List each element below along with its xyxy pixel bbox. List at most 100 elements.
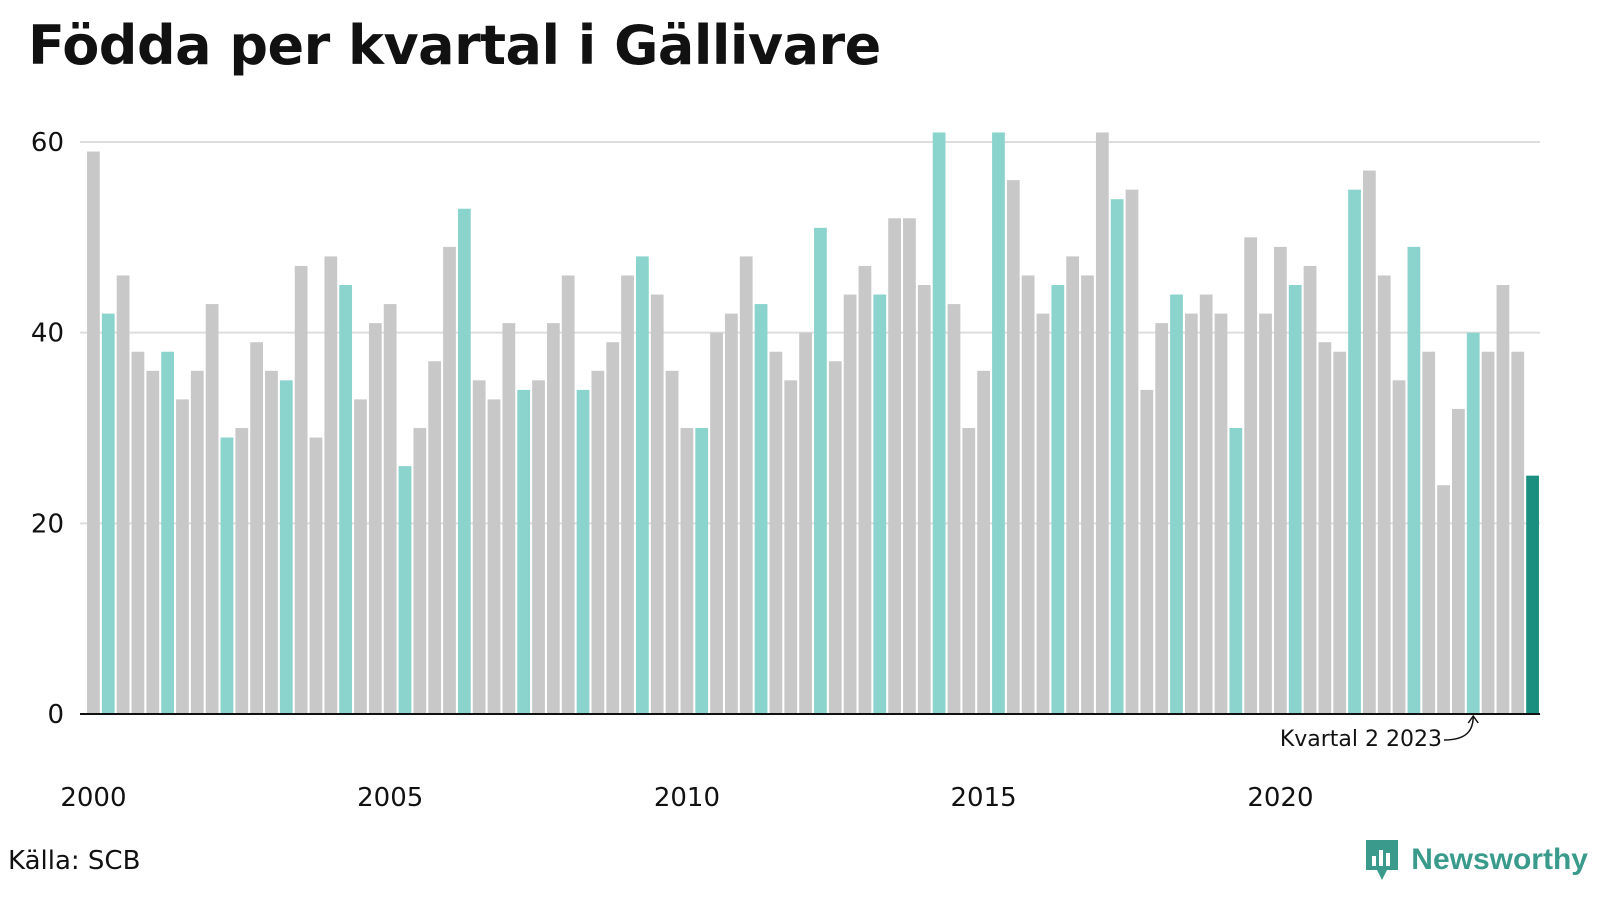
bar bbox=[1095, 132, 1109, 715]
bar bbox=[1407, 246, 1421, 714]
bar bbox=[487, 399, 501, 714]
y-tick-label: 20 bbox=[31, 509, 64, 539]
bar bbox=[1081, 275, 1094, 714]
bar bbox=[220, 437, 234, 714]
bar bbox=[1273, 246, 1287, 714]
bar bbox=[205, 304, 219, 714]
bar bbox=[1318, 342, 1332, 714]
bar bbox=[1392, 380, 1406, 714]
bar bbox=[1466, 332, 1480, 714]
bar bbox=[1199, 294, 1213, 714]
bar bbox=[294, 265, 308, 714]
bar bbox=[383, 304, 397, 714]
bar bbox=[1184, 313, 1198, 714]
bar bbox=[1021, 275, 1035, 714]
bar bbox=[695, 428, 709, 714]
bar bbox=[873, 294, 887, 714]
bar bbox=[161, 351, 174, 714]
annotation: Kvartal 2 2023 bbox=[1280, 714, 1479, 752]
bar bbox=[977, 370, 990, 714]
x-tick-label: 2000 bbox=[60, 783, 126, 813]
x-tick-label: 2020 bbox=[1247, 783, 1313, 813]
chart-title: Födda per kvartal i Gällivare bbox=[28, 14, 881, 77]
bar bbox=[710, 332, 723, 714]
x-tick-label: 2005 bbox=[357, 783, 423, 813]
bar bbox=[858, 265, 872, 714]
bar bbox=[1244, 237, 1258, 714]
brand-logo[interactable]: Newsworthy bbox=[1363, 838, 1588, 882]
bar bbox=[546, 323, 560, 714]
bar bbox=[650, 294, 664, 714]
annotation-arrowhead bbox=[1467, 714, 1479, 724]
bar bbox=[814, 227, 827, 715]
bar bbox=[1170, 294, 1183, 714]
bar bbox=[131, 351, 145, 714]
bar bbox=[1348, 189, 1361, 715]
bar bbox=[250, 342, 263, 714]
bar bbox=[992, 132, 1005, 715]
bar bbox=[324, 256, 338, 714]
bar bbox=[1066, 256, 1080, 714]
bar bbox=[1140, 389, 1154, 714]
bar bbox=[1214, 313, 1228, 714]
annotation-arrow bbox=[1443, 715, 1474, 741]
bar bbox=[101, 313, 115, 714]
bars bbox=[87, 132, 1539, 715]
bar bbox=[1377, 275, 1391, 714]
bar bbox=[1303, 265, 1317, 714]
bar bbox=[1437, 485, 1450, 714]
bar bbox=[279, 380, 293, 714]
bar bbox=[680, 428, 694, 714]
bar bbox=[1110, 199, 1124, 714]
bar bbox=[1036, 313, 1050, 714]
bar bbox=[443, 246, 456, 714]
bar bbox=[428, 361, 442, 714]
bar bbox=[1006, 180, 1020, 714]
bar bbox=[784, 380, 798, 714]
x-tick-label: 2015 bbox=[951, 783, 1017, 813]
bar bbox=[665, 370, 679, 714]
bar bbox=[843, 294, 857, 714]
bar bbox=[828, 361, 842, 714]
bar bbox=[917, 285, 931, 714]
bar bbox=[1229, 428, 1243, 714]
bar bbox=[962, 428, 976, 714]
x-tick-label: 2010 bbox=[654, 783, 720, 813]
bar bbox=[1051, 285, 1065, 714]
bar bbox=[1259, 313, 1272, 714]
bar bbox=[1288, 285, 1302, 714]
bar bbox=[146, 370, 160, 714]
y-tick-label: 0 bbox=[47, 700, 64, 730]
bar bbox=[903, 218, 916, 714]
bar bbox=[457, 208, 471, 715]
bar bbox=[888, 218, 901, 714]
bar bbox=[398, 466, 412, 714]
bar bbox=[739, 256, 753, 714]
bar bbox=[947, 304, 961, 714]
bar bbox=[754, 304, 768, 714]
bar bbox=[1526, 475, 1539, 714]
bar bbox=[1481, 351, 1495, 714]
bar bbox=[561, 275, 575, 714]
bar bbox=[1363, 170, 1376, 715]
bar bbox=[309, 437, 323, 714]
bar bbox=[532, 380, 545, 714]
bar bbox=[265, 370, 278, 714]
bar bbox=[472, 380, 486, 714]
bar bbox=[190, 370, 204, 714]
source-note: Källa: SCB bbox=[8, 846, 141, 876]
bar bbox=[354, 399, 367, 714]
bar bbox=[932, 132, 946, 715]
y-axis-ticks: 0 20 40 60 bbox=[31, 128, 64, 730]
bar bbox=[606, 342, 620, 714]
bar bbox=[1422, 351, 1436, 714]
bar bbox=[576, 389, 590, 714]
bar bbox=[339, 285, 353, 714]
bar bbox=[799, 332, 812, 714]
y-tick-label: 40 bbox=[31, 319, 64, 349]
bar bbox=[1452, 408, 1465, 714]
bar bbox=[116, 275, 130, 714]
x-axis-ticks: 2000 2005 2010 2015 2020 bbox=[60, 783, 1313, 813]
bar bbox=[621, 275, 634, 714]
